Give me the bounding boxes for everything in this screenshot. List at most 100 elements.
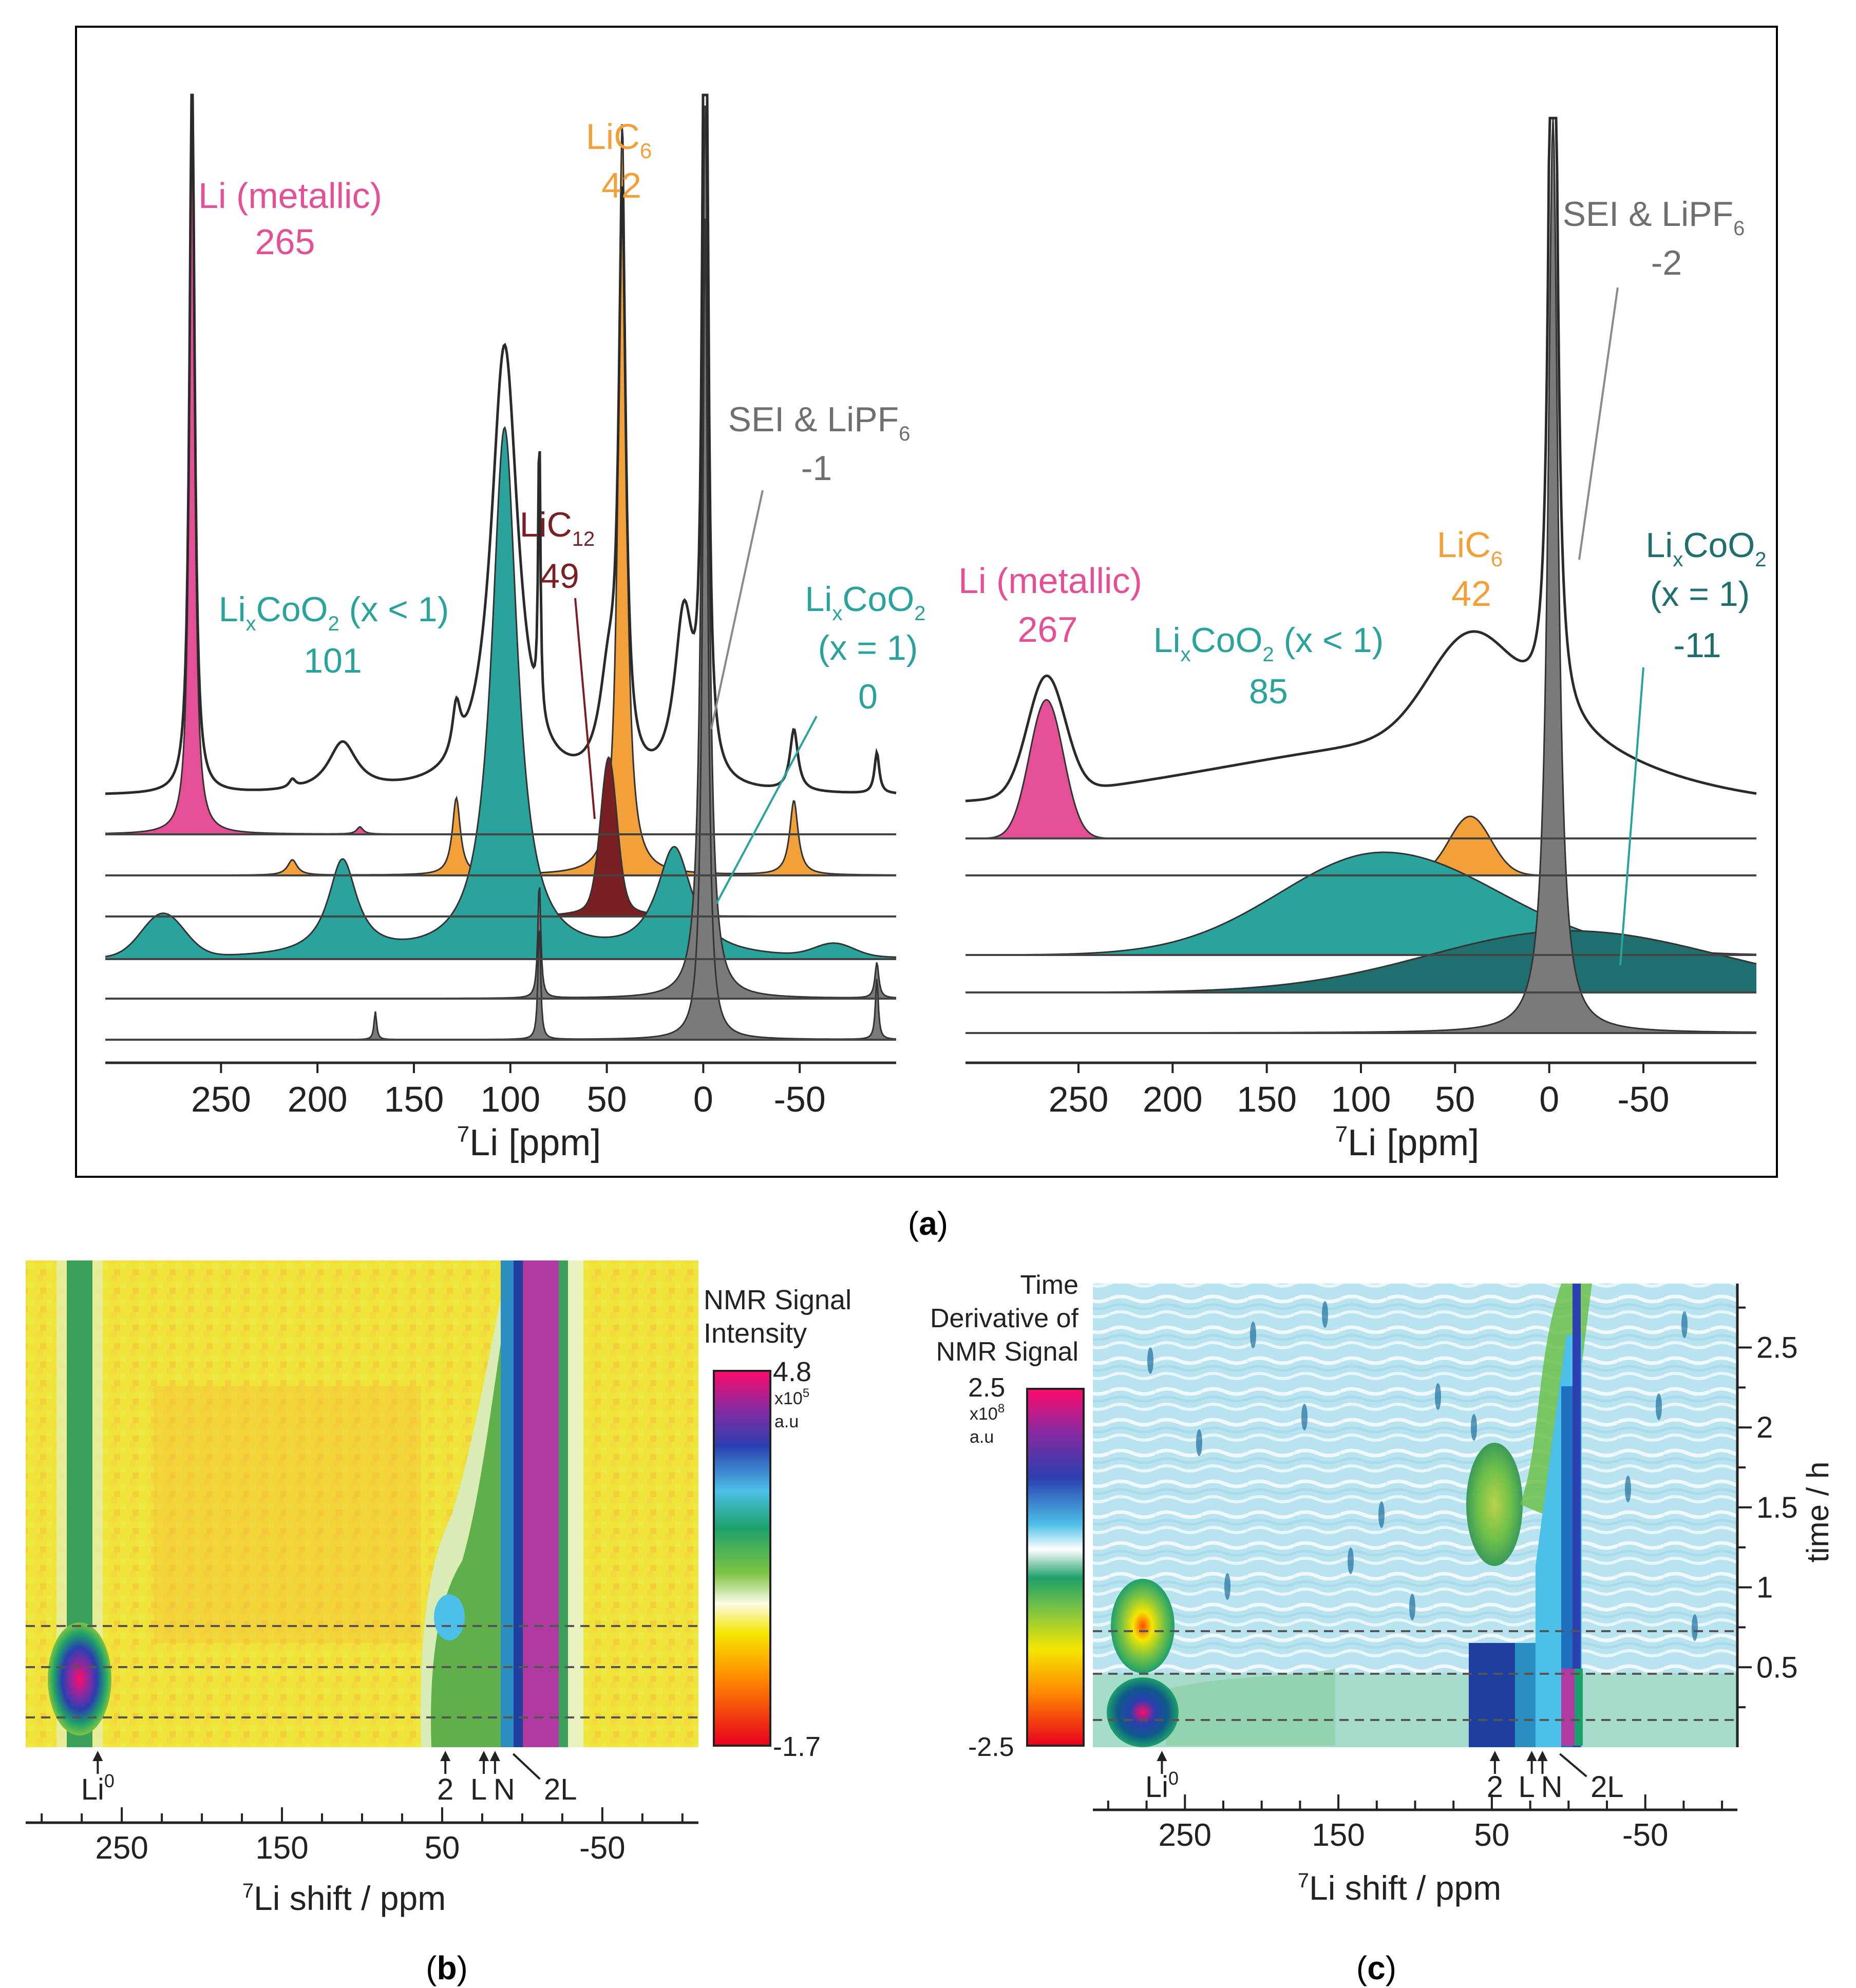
heatmap-c-speck-11 bbox=[1409, 1594, 1415, 1620]
colorbar-b-title-2: Intensity bbox=[704, 1318, 807, 1349]
annotation-lixcoo2-x-eq-1-right-name: LixCoO2 bbox=[1645, 526, 1766, 571]
annotation-lixcoo2-x-eq-1-right-value: -11 bbox=[1673, 626, 1721, 665]
heatmap-b-l-band bbox=[501, 1260, 515, 1747]
annotation-li-metallic-left-name: Li (metallic) bbox=[198, 176, 382, 216]
heatmap-c-speck-13 bbox=[1656, 1393, 1662, 1420]
heatmap-c-background bbox=[1093, 1284, 1737, 1747]
heatmap-c-marker-label-4: 2L bbox=[1590, 1770, 1624, 1804]
heatmap-c-marker-label-1: 2 bbox=[1487, 1770, 1503, 1804]
heatmap-b-marker-arrowhead-1 bbox=[440, 1751, 451, 1761]
heatmap-c-speck-4 bbox=[1435, 1383, 1441, 1410]
heatmap-b-marker-leader-4 bbox=[512, 1753, 541, 1780]
annotation-lixcoo2-x-eq-1-left-cond: (x = 1) bbox=[818, 628, 918, 667]
heatmap-c-marker-arrowhead-3 bbox=[1537, 1751, 1548, 1761]
heatmap-c-ytick-label-0: 0.5 bbox=[1756, 1651, 1798, 1684]
colorbar-b: NMR Signal Intensity 4.8 x105 a.u -1.7 bbox=[704, 1285, 851, 1762]
annotation-lic12-left-name: LiC12 bbox=[520, 505, 595, 550]
panel-a-right-tick-label-2: 150 bbox=[1237, 1079, 1297, 1119]
annotation-sei-left-value: -1 bbox=[801, 449, 832, 488]
panel-a-caption: (a) bbox=[908, 1205, 948, 1242]
heatmap-b-tick-label-0: 250 bbox=[95, 1830, 148, 1866]
heatmap-c-marker-2: L bbox=[1518, 1751, 1537, 1804]
heatmap-c-speck-9 bbox=[1224, 1573, 1230, 1600]
panel-a-right-tick-label-5: 0 bbox=[1539, 1079, 1559, 1119]
annotation-lic6-right-name: LiC6 bbox=[1437, 525, 1503, 571]
heatmap-c-marker-arrowhead-1 bbox=[1489, 1751, 1500, 1761]
panel-a-left-tick-label-0: 250 bbox=[191, 1079, 251, 1119]
heatmap-c-ytick-label-1: 1 bbox=[1756, 1571, 1773, 1604]
colorbar-b-min: -1.7 bbox=[773, 1731, 821, 1762]
panel-a-right-spectra: 250 200 150 100 50 0 -50 7Li [ppm] Li (metalli… bbox=[958, 117, 1767, 1163]
heatmap-c bbox=[1093, 1284, 1737, 1747]
heatmap-c-speck-7 bbox=[1681, 1311, 1688, 1338]
heatmap-c-2l-hot bbox=[1561, 1669, 1575, 1746]
panel-a-right-baselines bbox=[965, 837, 1756, 1034]
annotation-sei-left-leader bbox=[710, 490, 764, 730]
annotation-lic12-left: LiC12 49 bbox=[520, 505, 596, 819]
heatmap-c-speck-0 bbox=[1147, 1347, 1153, 1374]
annotation-li-metallic-left: Li (metallic) 265 bbox=[198, 176, 382, 262]
annotation-lic6-right: LiC6 42 bbox=[1437, 525, 1503, 614]
heatmap-c-speck-8 bbox=[1692, 1614, 1698, 1641]
annotation-sei-left: SEI & LiPF6 -1 bbox=[710, 400, 911, 730]
heatmap-b-tick-label-1: 150 bbox=[255, 1830, 308, 1866]
panel-a-left-tick-label-4: 50 bbox=[587, 1079, 627, 1119]
heatmap-c-marker-label-0: Li0 bbox=[1145, 1768, 1179, 1804]
panel-a-left-fill-lixcoo2-x-lt-1 bbox=[105, 427, 896, 959]
heatmap-c-marker-arrowhead-2 bbox=[1526, 1751, 1537, 1761]
colorbar-b-title-1: NMR Signal bbox=[704, 1285, 851, 1315]
annotation-sei-left-name: SEI & LiPF6 bbox=[728, 400, 911, 445]
heatmap-c-marker-0: Li0 bbox=[1145, 1751, 1179, 1804]
panel-a-right-tick-label-4: 50 bbox=[1435, 1079, 1475, 1119]
panel-c: Time Derivative of NMR Signal 2.5 x108 a… bbox=[930, 1270, 1835, 1986]
annotation-li-metallic-right: Li (metallic) 267 bbox=[958, 561, 1142, 649]
heatmap-b-tick-label-3: -50 bbox=[579, 1830, 626, 1866]
heatmap-c-tick-label-1: 150 bbox=[1312, 1818, 1365, 1853]
heatmap-b-species2-spot bbox=[434, 1594, 465, 1640]
annotation-lic6-left: LiC6 42 bbox=[586, 117, 652, 205]
annotation-lixcoo2-x-eq-1-left-value: 0 bbox=[858, 677, 878, 716]
panel-a-right-ticks: 250 200 150 100 50 0 -50 bbox=[1049, 1063, 1670, 1119]
colorbar-c-title-2: Derivative of bbox=[930, 1304, 1079, 1333]
heatmap-b-marker-arrowhead-2 bbox=[479, 1751, 489, 1761]
colorbar-c-scale: x108 bbox=[970, 1402, 1005, 1424]
panel-a-left-trace-lixcoo2-x-lt-1 bbox=[105, 426, 897, 958]
panel-a-left-tick-label-1: 200 bbox=[288, 1079, 348, 1119]
heatmap-c-speck-6 bbox=[1348, 1547, 1354, 1574]
heatmap-c-li0-lower-blob bbox=[1107, 1677, 1179, 1747]
heatmap-c-tick-label-0: 250 bbox=[1159, 1818, 1211, 1853]
heatmap-b-ticks: 250 150 50 -50 bbox=[41, 1807, 684, 1866]
panel-a: 250 200 150 100 50 0 -50 7Li [ppm] Li (metalli… bbox=[75, 26, 1778, 1242]
panel-a-left-ticks: 250 200 150 100 50 0 -50 bbox=[191, 1063, 826, 1119]
panel-a-left-fill-li-metallic bbox=[105, 119, 896, 835]
annotation-sei-right-name: SEI & LiPF6 bbox=[1563, 195, 1745, 240]
colorbar-b-gradient bbox=[713, 1370, 771, 1747]
heatmap-c-ylabel: time / h bbox=[1801, 1462, 1835, 1563]
panel-a-left-xlabel: 7Li [ppm] bbox=[457, 1122, 601, 1163]
annotation-lixcoo2-x-lt-1-right: LixCoO2 (x < 1) 85 bbox=[1153, 621, 1384, 711]
colorbar-c: Time Derivative of NMR Signal 2.5 x108 a… bbox=[930, 1270, 1085, 1762]
annotation-lixcoo2-x-eq-1-right-cond: (x = 1) bbox=[1650, 575, 1750, 614]
heatmap-c-species2-blob bbox=[1466, 1443, 1523, 1566]
heatmap-c-marker-label-2: L bbox=[1518, 1770, 1535, 1804]
annotation-li-metallic-left-value: 265 bbox=[255, 222, 315, 262]
annotation-sei-right-value: -2 bbox=[1651, 243, 1682, 282]
heatmap-c-lower-green-streak bbox=[1166, 1669, 1335, 1746]
colorbar-b-unit: a.u bbox=[774, 1412, 799, 1431]
heatmap-b-markers: Li0 2 L N 2L bbox=[81, 1751, 577, 1806]
annotation-lixcoo2-x-lt-1-left-name: LixCoO2 (x < 1) bbox=[219, 590, 449, 635]
panel-a-left-baselines bbox=[105, 833, 896, 1041]
panel-c-caption: (c) bbox=[1356, 1949, 1396, 1986]
heatmap-b bbox=[26, 1260, 698, 1747]
annotation-lic12-left-value: 49 bbox=[540, 557, 579, 596]
colorbar-c-title-3: NMR Signal bbox=[936, 1337, 1078, 1367]
heatmap-c-speck-14 bbox=[1322, 1301, 1328, 1328]
heatmap-b-marker-label-2: L bbox=[470, 1773, 487, 1806]
heatmap-c-speck-5 bbox=[1471, 1414, 1477, 1441]
heatmap-b-li0-hotspot bbox=[48, 1622, 111, 1735]
heatmap-b-marker-label-4: 2L bbox=[544, 1773, 577, 1806]
panel-a-left-spectra: 250 200 150 100 50 0 -50 7Li [ppm] Li (metalli… bbox=[105, 93, 926, 1163]
heatmap-b-marker-0: Li0 bbox=[81, 1751, 115, 1806]
heatmap-b-2l-edge bbox=[559, 1260, 568, 1747]
heatmap-b-marker-label-0: Li0 bbox=[81, 1770, 115, 1806]
